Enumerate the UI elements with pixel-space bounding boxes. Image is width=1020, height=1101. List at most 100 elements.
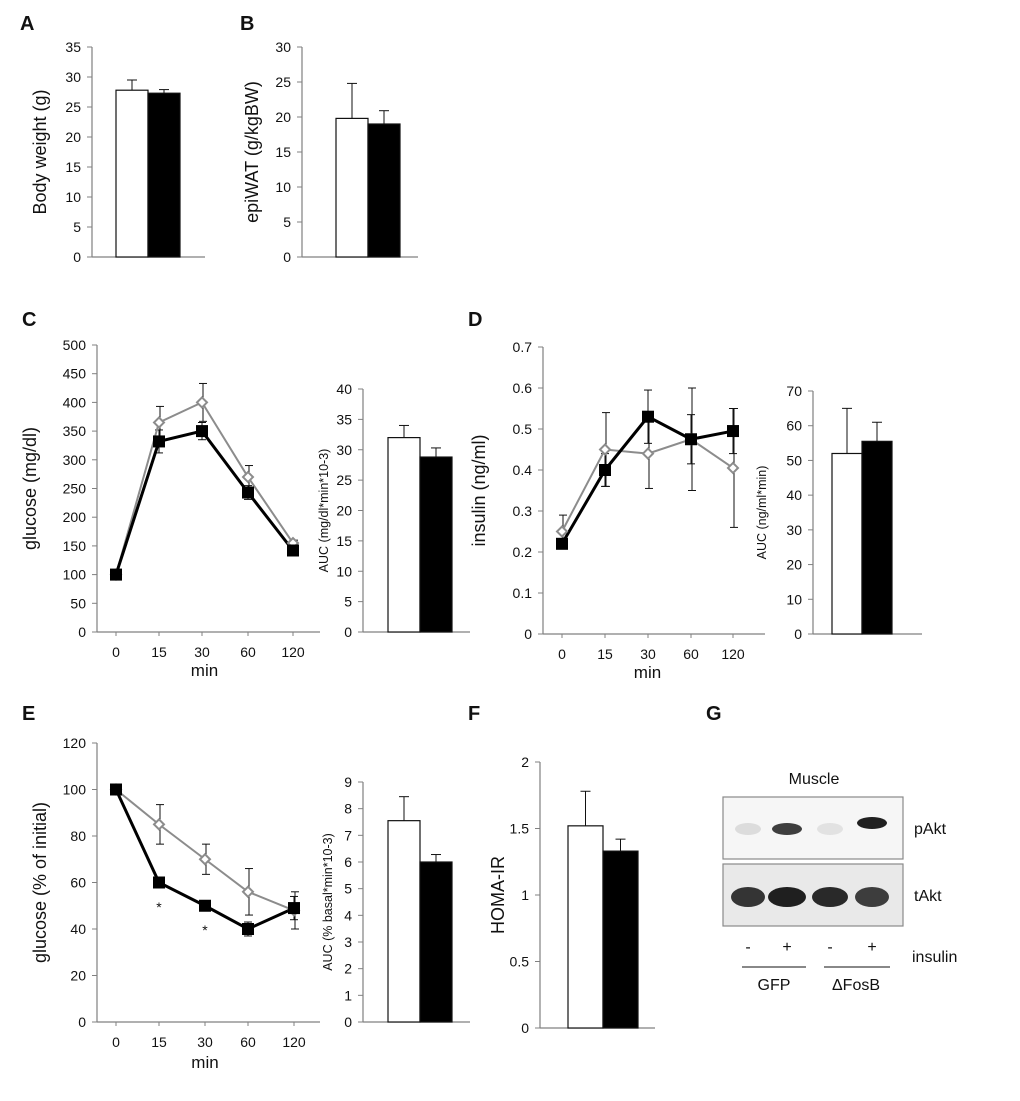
y-tick-label-C_auc: 25 [336, 472, 352, 488]
y-tick-label-F: 1 [521, 887, 529, 903]
y-tick-label-D_line: 0.6 [513, 380, 533, 396]
y-tick-label-F: 0 [521, 1020, 529, 1036]
y-tick-label-C_auc: 10 [336, 563, 352, 579]
y-axis-title-B: epiWAT (g/kgBW) [242, 81, 262, 223]
panel-letter-f: F [468, 703, 480, 725]
marker-E_line-gfp-2 [198, 852, 212, 866]
y-tick-label-C_auc: 0 [344, 624, 352, 640]
x-tick-label-E_line: 30 [197, 1034, 213, 1050]
x-tick-label-E_line: 120 [282, 1034, 306, 1050]
blot-row-label-takt: tAkt [914, 888, 942, 905]
y-tick-label-B: 5 [283, 214, 291, 230]
y-tick-label-B: 25 [275, 74, 291, 90]
blot-band-pakt-lane-3 [817, 823, 843, 835]
y-tick-label-D_auc: 10 [786, 591, 802, 607]
panel-letter-e: E [22, 703, 35, 725]
y-tick-label-E_line: 20 [70, 968, 86, 984]
bar-F-fosb [602, 850, 639, 1029]
marker-C_line-fosb-1 [153, 435, 165, 448]
blot-band-takt-lane-1 [731, 887, 765, 907]
y-tick-label-B: 15 [275, 144, 291, 160]
blot-title: Muscle [789, 771, 840, 788]
y-tick-label-A: 25 [65, 99, 81, 115]
marker-C_line-fosb-4 [287, 544, 299, 557]
x-tick-label-C_line: 120 [281, 644, 305, 660]
x-tick-label-D_line: 60 [683, 646, 699, 662]
y-tick-label-E_line: 120 [63, 735, 87, 751]
bar-B-gfp [335, 117, 369, 258]
y-tick-label-D_line: 0.2 [513, 544, 533, 560]
y-tick-label-C_auc: 35 [336, 411, 352, 427]
chart-d-insulin-line: 0 0.1 0.2 0.3 0.4 0.5 0.6 0.7 insulin (ng/ml) 0 15… [469, 339, 765, 682]
x-tick-label-E_line: 15 [151, 1034, 167, 1050]
y-tick-label-A: 0 [73, 249, 81, 265]
panel-letter-d: D [468, 309, 482, 331]
bar-B-fosb [367, 123, 401, 258]
marker-D_line-fosb-2 [642, 410, 654, 423]
marker-C_line-gfp-1 [152, 416, 166, 429]
y-tick-label-C_line: 50 [70, 595, 86, 611]
blot-bands [731, 817, 889, 907]
x-tick-label-E_line: 60 [240, 1034, 256, 1050]
y-tick-label-B: 10 [275, 179, 291, 195]
y-tick-label-C_line: 300 [63, 452, 87, 468]
marker-D_line-fosb-0 [556, 537, 568, 550]
y-tick-label-F: 2 [521, 754, 529, 770]
y-tick-label-C_auc: 30 [336, 442, 352, 458]
blot-group-label-gfp: GFP [758, 977, 791, 994]
x-tick-label-C_line: 0 [112, 644, 120, 660]
marker-C_line-fosb-2 [196, 425, 208, 438]
marker-D_line-fosb-1 [599, 464, 611, 476]
bar-F-gfp [567, 825, 604, 1029]
panel-letter-c: C [22, 309, 36, 331]
marker-C_line-fosb-3 [242, 486, 254, 499]
y-tick-label-D_auc: 20 [786, 557, 802, 573]
blot-band-pakt-lane-1 [735, 823, 761, 835]
y-tick-label-D_auc: 60 [786, 418, 802, 434]
chart-c-auc-bar: 0 5 10 15 20 25 30 35 40 AUC (mg/dl*min*10-3) [317, 381, 470, 640]
y-tick-label-E_line: 0 [78, 1014, 86, 1030]
y-tick-label-D_line: 0.7 [513, 339, 533, 355]
marker-D_line-gfp-4 [726, 461, 740, 475]
x-tick-label-C_line: 15 [151, 644, 167, 660]
x-axis-title-D_line: min [634, 663, 661, 682]
y-tick-label-C_line: 400 [63, 394, 87, 410]
marker-E_line-fosb-0 [110, 783, 122, 796]
y-tick-label-A: 15 [65, 159, 81, 175]
y-tick-label-E_line: 100 [63, 782, 87, 798]
y-tick-label-D_auc: 50 [786, 452, 802, 468]
y-tick-label-B: 0 [283, 249, 291, 265]
bar-A-fosb [147, 92, 181, 258]
chart-b-epiwat: 0 5 10 15 20 25 30 epiWAT (g/kgBW) [242, 39, 418, 265]
marker-D_line-gfp-2 [641, 447, 655, 461]
y-tick-label-E_line: 60 [70, 875, 86, 891]
chart-e-itt-line: 0 20 40 60 80 100 120 glucose (% of initial) 0 15… [30, 735, 320, 1072]
bar-D_auc-fosb [861, 440, 893, 635]
blot-treatment-label: insulin [912, 949, 957, 966]
y-tick-label-C_auc: 20 [336, 503, 352, 519]
x-tick-label-D_line: 0 [558, 646, 566, 662]
marker-E_line-fosb-4 [288, 902, 300, 915]
y-tick-label-C_line: 150 [63, 538, 87, 554]
marker-D_line-gfp-1 [598, 443, 612, 456]
blot-band-pakt-lane-2 [772, 823, 802, 835]
marker-C_line-gfp-2 [195, 395, 209, 409]
marker-E_line-fosb-3 [242, 923, 254, 935]
y-tick-label-B: 30 [275, 39, 291, 55]
x-tick-label-C_line: 60 [240, 644, 256, 660]
blot-lane-sign-4: + [867, 939, 876, 956]
blot-group-label-fosb: ΔFosB [832, 977, 880, 994]
y-axis-title-E_line: glucose (% of initial) [30, 802, 50, 963]
y-tick-label-C_line: 250 [63, 481, 87, 497]
x-tick-label-C_line: 30 [194, 644, 210, 660]
x-tick-label-E_line: 0 [112, 1034, 120, 1050]
y-tick-label-D_auc: 30 [786, 522, 802, 538]
bar-C_auc-gfp [387, 437, 421, 633]
x-tick-label-D_line: 15 [597, 646, 613, 662]
marker-D_line-fosb-3 [685, 433, 697, 446]
y-axis-title-A: Body weight (g) [30, 89, 50, 214]
y-tick-label-D_auc: 0 [794, 626, 802, 642]
bar-E_auc-gfp [387, 820, 421, 1023]
